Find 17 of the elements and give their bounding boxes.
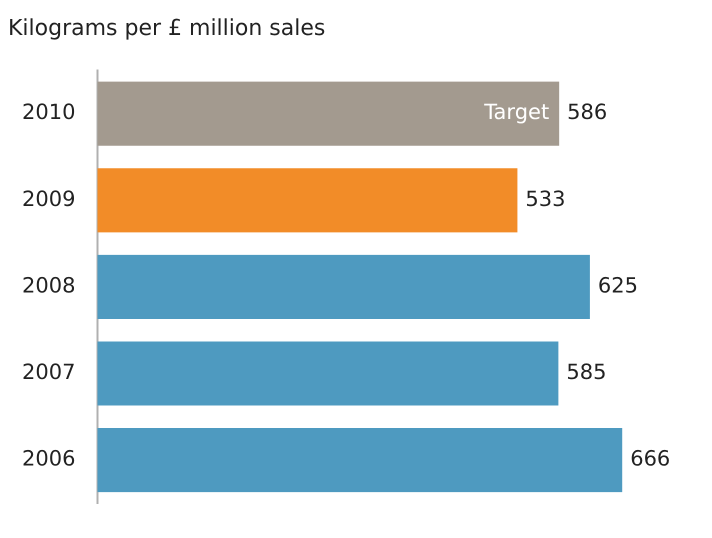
y-tick-label: 2006 bbox=[22, 446, 76, 471]
bar bbox=[97, 428, 622, 492]
y-tick-label: 2007 bbox=[22, 360, 76, 384]
data-label: 586 bbox=[567, 100, 608, 124]
data-label: 585 bbox=[566, 360, 606, 384]
bar bbox=[97, 168, 518, 232]
data-label: 625 bbox=[598, 273, 638, 298]
data-label: 666 bbox=[630, 446, 670, 471]
annotation: Target bbox=[483, 100, 550, 124]
bar bbox=[97, 82, 560, 146]
chart-title: Kilograms per £ million sales bbox=[8, 16, 326, 41]
bar bbox=[97, 254, 590, 319]
y-tick-label: 2008 bbox=[22, 273, 76, 298]
data-label: 533 bbox=[525, 186, 566, 211]
y-tick-label: 2010 bbox=[22, 100, 76, 124]
y-tick-label: 2009 bbox=[22, 186, 76, 211]
bar bbox=[97, 341, 558, 406]
